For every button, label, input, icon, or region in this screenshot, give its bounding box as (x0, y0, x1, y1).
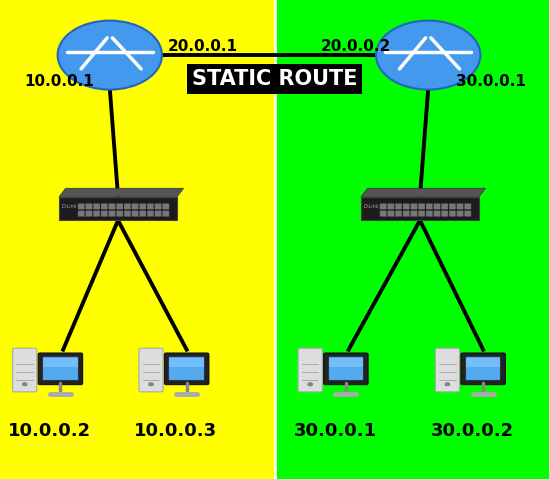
FancyBboxPatch shape (395, 204, 402, 209)
FancyBboxPatch shape (461, 353, 505, 385)
FancyBboxPatch shape (380, 204, 386, 209)
FancyBboxPatch shape (449, 211, 456, 217)
Ellipse shape (22, 383, 27, 386)
FancyBboxPatch shape (139, 211, 146, 217)
Ellipse shape (58, 46, 162, 72)
FancyBboxPatch shape (388, 204, 394, 209)
Ellipse shape (307, 383, 312, 386)
FancyBboxPatch shape (163, 211, 169, 217)
FancyBboxPatch shape (361, 197, 479, 220)
FancyBboxPatch shape (466, 358, 501, 366)
Text: 10.0.0.3: 10.0.0.3 (134, 422, 217, 440)
FancyBboxPatch shape (116, 211, 123, 217)
FancyBboxPatch shape (170, 357, 204, 380)
FancyBboxPatch shape (116, 204, 123, 209)
FancyBboxPatch shape (59, 197, 177, 220)
FancyBboxPatch shape (78, 204, 85, 209)
FancyBboxPatch shape (441, 204, 448, 209)
Ellipse shape (376, 46, 480, 72)
FancyBboxPatch shape (464, 211, 471, 217)
Bar (0, 0, 274, 479)
FancyBboxPatch shape (93, 204, 100, 209)
Polygon shape (361, 188, 486, 197)
Text: 20.0.0.2: 20.0.0.2 (321, 39, 391, 54)
FancyBboxPatch shape (434, 211, 440, 217)
FancyBboxPatch shape (466, 357, 501, 380)
FancyBboxPatch shape (155, 211, 161, 217)
FancyBboxPatch shape (380, 211, 386, 217)
FancyBboxPatch shape (328, 357, 363, 380)
FancyBboxPatch shape (388, 211, 394, 217)
Ellipse shape (445, 383, 450, 386)
FancyBboxPatch shape (418, 211, 425, 217)
FancyBboxPatch shape (163, 204, 169, 209)
FancyBboxPatch shape (132, 204, 138, 209)
FancyBboxPatch shape (109, 211, 115, 217)
Text: 30.0.0.1: 30.0.0.1 (293, 422, 377, 440)
FancyBboxPatch shape (86, 211, 92, 217)
FancyBboxPatch shape (139, 348, 163, 392)
Polygon shape (59, 188, 183, 197)
FancyBboxPatch shape (395, 211, 402, 217)
Text: 20.0.0.1: 20.0.0.1 (167, 39, 238, 54)
FancyBboxPatch shape (132, 211, 138, 217)
FancyBboxPatch shape (441, 211, 448, 217)
FancyBboxPatch shape (93, 211, 100, 217)
FancyBboxPatch shape (426, 204, 433, 209)
FancyBboxPatch shape (464, 204, 471, 209)
FancyBboxPatch shape (298, 348, 322, 392)
FancyBboxPatch shape (457, 204, 463, 209)
FancyBboxPatch shape (411, 204, 417, 209)
FancyBboxPatch shape (155, 204, 161, 209)
Bar (274, 0, 549, 479)
FancyBboxPatch shape (43, 358, 78, 366)
FancyBboxPatch shape (109, 204, 115, 209)
FancyBboxPatch shape (78, 211, 85, 217)
FancyBboxPatch shape (124, 204, 131, 209)
FancyBboxPatch shape (101, 204, 108, 209)
FancyBboxPatch shape (124, 211, 131, 217)
FancyBboxPatch shape (457, 211, 463, 217)
Text: 10.0.0.2: 10.0.0.2 (8, 422, 91, 440)
FancyBboxPatch shape (435, 348, 460, 392)
FancyBboxPatch shape (434, 204, 440, 209)
FancyBboxPatch shape (43, 357, 78, 380)
FancyBboxPatch shape (418, 204, 425, 209)
FancyBboxPatch shape (449, 204, 456, 209)
FancyBboxPatch shape (86, 204, 92, 209)
FancyBboxPatch shape (147, 211, 154, 217)
FancyBboxPatch shape (38, 353, 83, 385)
FancyBboxPatch shape (403, 211, 410, 217)
FancyBboxPatch shape (165, 353, 209, 385)
FancyBboxPatch shape (13, 348, 37, 392)
Text: D-Link: D-Link (61, 205, 77, 209)
FancyBboxPatch shape (139, 204, 146, 209)
FancyBboxPatch shape (328, 358, 363, 366)
Ellipse shape (58, 21, 162, 90)
FancyBboxPatch shape (411, 211, 417, 217)
Text: D-Link: D-Link (363, 205, 379, 209)
FancyBboxPatch shape (403, 204, 410, 209)
Ellipse shape (149, 383, 154, 386)
FancyBboxPatch shape (101, 211, 108, 217)
FancyBboxPatch shape (426, 211, 433, 217)
FancyBboxPatch shape (324, 353, 368, 385)
Text: 30.0.0.1: 30.0.0.1 (456, 74, 525, 89)
FancyBboxPatch shape (170, 358, 204, 366)
Text: 30.0.0.2: 30.0.0.2 (430, 422, 514, 440)
Ellipse shape (376, 21, 480, 90)
Text: STATIC ROUTE: STATIC ROUTE (192, 69, 357, 89)
FancyBboxPatch shape (147, 204, 154, 209)
Text: 10.0.0.1: 10.0.0.1 (25, 74, 94, 89)
